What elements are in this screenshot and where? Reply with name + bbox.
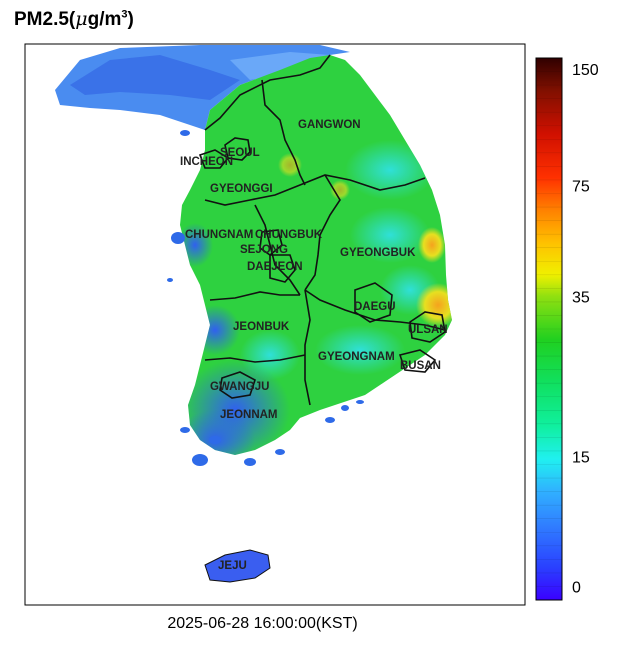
colorbar-tick-label: 35 [572, 289, 590, 306]
label-seoul: SEOUL [220, 147, 260, 159]
province-borders [198, 54, 446, 406]
colorbar-scale [535, 57, 563, 601]
map-title: PM2.5(μg/m3) [14, 8, 134, 30]
jeju-island [204, 549, 271, 583]
timestamp: 2025-06-28 16:00:00(KST) [167, 615, 358, 632]
label-busan: BUSAN [400, 360, 441, 372]
label-chungbuk: CHUNGBUK [255, 229, 323, 241]
label-sejong: SEJONG [240, 244, 288, 256]
colorbar-tick-label: 75 [572, 178, 590, 195]
north-area [55, 45, 350, 130]
label-chungnam: CHUNGNAM [185, 229, 253, 241]
label-ulsan: ULSAN [408, 324, 448, 336]
label-gyeongbuk: GYEONGBUK [340, 247, 416, 259]
label-gyeonggi: GYEONGGI [210, 183, 273, 195]
label-jeju: JEJU [218, 560, 247, 572]
label-gangwon: GANGWON [298, 119, 361, 131]
label-daegu: DAEGU [354, 301, 396, 313]
label-gyeongnam: GYEONGNAM [318, 351, 395, 363]
colorbar-tick-label: 150 [572, 62, 599, 79]
label-incheon: INCHEON [180, 156, 233, 168]
label-jeonnam: JEONNAM [220, 409, 278, 421]
label-gwangju: GWANGJU [210, 381, 269, 393]
islands [167, 130, 364, 466]
colorbar-tick-label: 15 [572, 449, 590, 466]
label-jeonbuk: JEONBUK [233, 321, 290, 333]
label-daejeon: DAEJEON [247, 261, 303, 273]
colorbar-tick-label: 0 [572, 579, 581, 596]
region-labels: GANGWON SEOUL INCHEON GYEONGGI CHUNGNAM … [180, 119, 448, 572]
